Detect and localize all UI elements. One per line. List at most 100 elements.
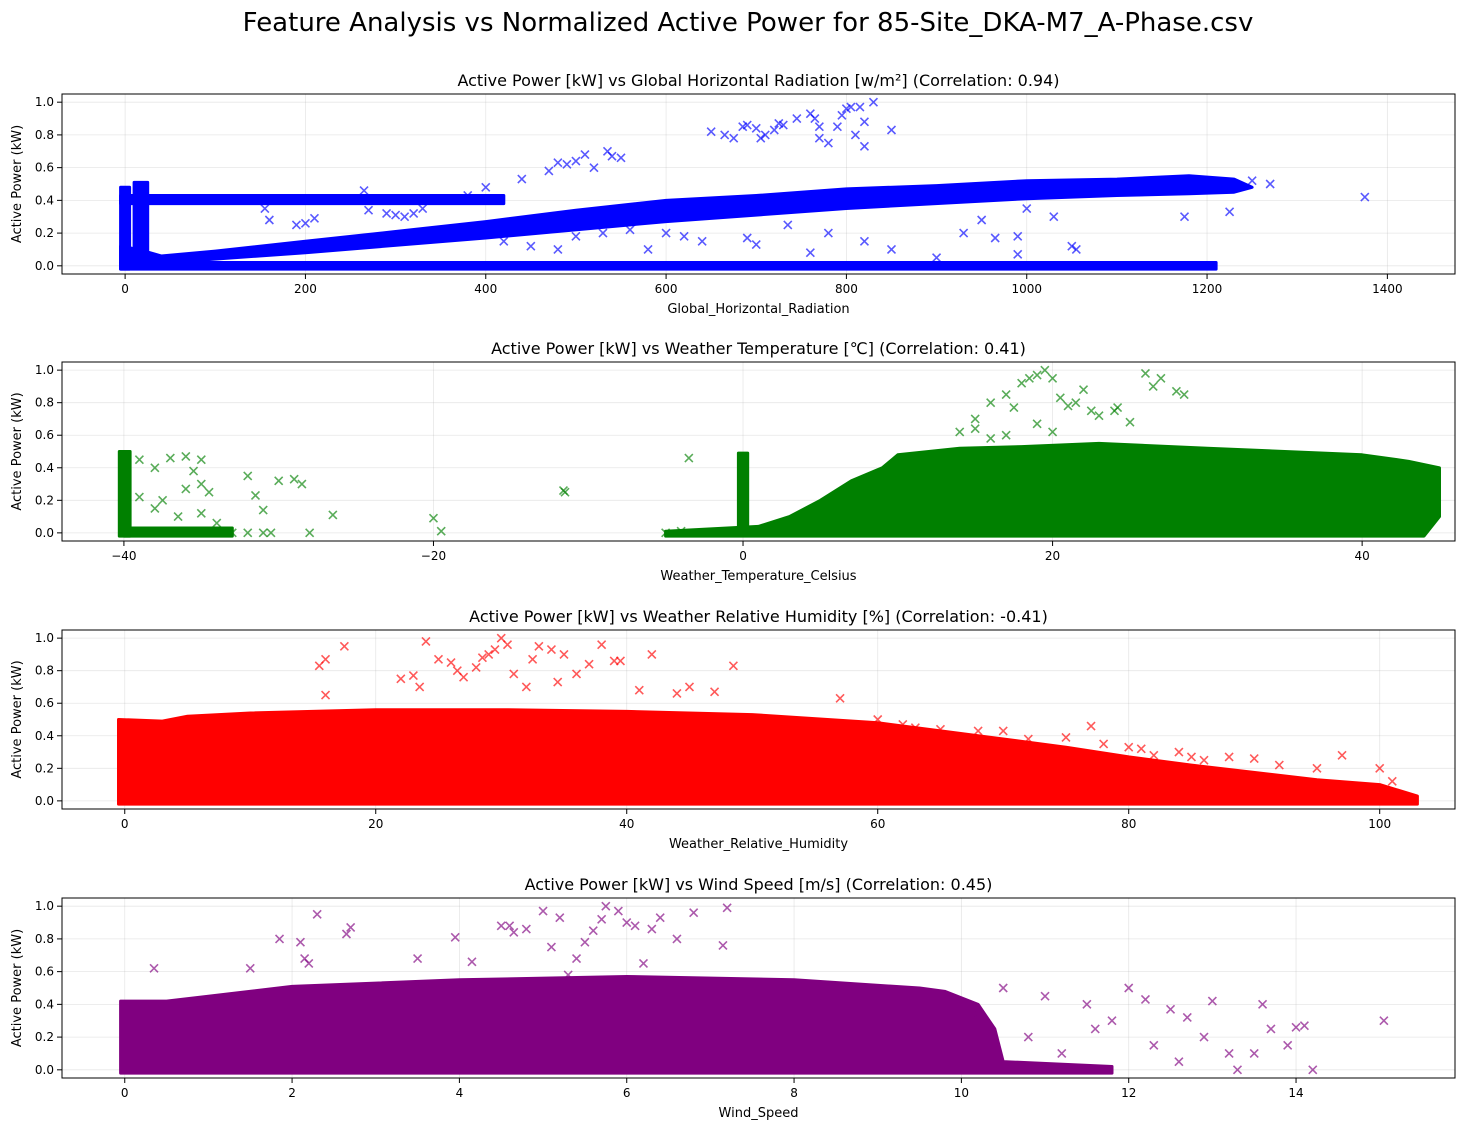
scatter-point — [792, 113, 802, 124]
scatter-point — [528, 654, 538, 664]
scatter-point — [1156, 373, 1166, 383]
scatter-point — [553, 677, 563, 687]
scatter-point — [597, 640, 607, 650]
scatter-band — [122, 526, 234, 538]
scatter-point — [1001, 389, 1011, 400]
scatter-point — [341, 929, 352, 939]
scatter-point — [718, 940, 728, 951]
scatter-point — [1071, 244, 1081, 255]
scatter-point — [684, 453, 694, 463]
scatter-point — [1379, 1016, 1389, 1026]
scatter-point — [814, 122, 824, 132]
scatter-point — [196, 455, 206, 465]
scatter-point — [415, 682, 425, 692]
scatter-point — [873, 714, 883, 725]
scatter-point — [1113, 402, 1123, 413]
scatter-point — [973, 726, 983, 736]
scatter-point — [1049, 212, 1059, 222]
y-tick-label: 0.0 — [35, 259, 54, 273]
scatter-band — [132, 180, 150, 260]
y-tick-label: 0.4 — [35, 997, 54, 1011]
scatter-point — [1148, 381, 1158, 391]
scatter-point — [295, 937, 306, 947]
subplot-2: −40 −20 0 20 40 0.0 0.2 0.4 0.6 0.8 1.0 Active Powe… — [10, 339, 1456, 584]
x-axis-label: Global_Horizontal_Radiation — [667, 302, 849, 317]
scatter-point — [509, 669, 519, 679]
scatter-point — [622, 917, 632, 928]
scatter-point — [597, 914, 607, 924]
x-tick-label: 1200 — [1192, 282, 1223, 296]
y-tick-label: 1.0 — [35, 631, 54, 645]
scatter-point — [260, 203, 270, 214]
subplot-title: Active Power [kW] vs Weather Relative Hu… — [469, 607, 1048, 626]
x-tick-label: 6 — [623, 1086, 631, 1100]
scatter-point — [1140, 994, 1151, 1005]
scatter-point — [1067, 241, 1077, 251]
scatter-point — [521, 682, 531, 692]
scatter-point — [181, 451, 191, 461]
scatter-point — [289, 474, 299, 484]
scatter-point — [710, 687, 720, 697]
scatter-point — [1023, 734, 1033, 744]
scatter-band — [119, 185, 132, 271]
scatter-point — [481, 182, 491, 192]
scatter-point — [1022, 203, 1032, 214]
scatter-point — [1274, 760, 1284, 770]
scatter-point — [722, 903, 732, 913]
scatter-point — [1265, 179, 1275, 189]
scatter-point — [1071, 398, 1081, 408]
scatter-point — [526, 241, 536, 251]
scatter-point — [1182, 1012, 1192, 1023]
scatter-point — [304, 958, 314, 969]
y-tick-label: 0.8 — [35, 664, 54, 678]
x-tick-label: 100 — [1368, 817, 1391, 831]
x-tick-label: 0 — [121, 282, 129, 296]
scatter-point — [328, 510, 338, 520]
scatter-point — [1207, 996, 1217, 1006]
scatter-point — [607, 151, 617, 161]
scatter-point — [1125, 417, 1135, 427]
scatter-point — [571, 231, 581, 241]
scatter-point — [601, 901, 611, 911]
scatter-point — [832, 122, 842, 132]
scatter-point — [1013, 231, 1023, 241]
scatter-point — [336, 195, 347, 205]
scatter-point — [309, 213, 320, 223]
scatter-point — [1040, 991, 1050, 1001]
y-tick-label: 0.4 — [35, 461, 54, 475]
scatter-point — [655, 913, 665, 923]
scatter-band — [119, 975, 1114, 1075]
scatter-point — [1099, 739, 1109, 749]
scatter-point — [769, 125, 779, 135]
y-tick-label: 0.6 — [35, 965, 54, 979]
subplot-title: Active Power [kW] vs Weather Temperature… — [491, 339, 1026, 358]
scatter-point — [446, 657, 456, 668]
scatter-point — [859, 117, 870, 127]
scatter-band — [119, 194, 506, 206]
scatter-point — [499, 236, 509, 246]
scatter-point — [517, 174, 527, 184]
scatter-point — [672, 934, 682, 944]
x-tick-label: 10 — [954, 1086, 969, 1100]
scatter-point — [1032, 419, 1042, 429]
scatter-point — [1001, 430, 1011, 440]
y-tick-label: 0.8 — [35, 396, 54, 410]
scatter-point — [274, 934, 285, 944]
y-tick-label: 0.0 — [35, 526, 54, 540]
x-tick-label: 400 — [474, 282, 497, 296]
scatter-point — [421, 636, 431, 646]
scatter-point — [181, 484, 191, 494]
y-tick-label: 0.4 — [35, 729, 54, 743]
scatter-point — [598, 228, 608, 238]
scatter-point — [320, 690, 331, 700]
y-axis-label: Active Power (kW) — [10, 660, 25, 778]
scatter-point — [823, 138, 833, 148]
scatter-point — [546, 942, 556, 952]
x-tick-label: 4 — [456, 1086, 464, 1100]
scatter-point — [134, 492, 144, 502]
scatter-point — [1040, 365, 1050, 375]
scatter-point — [490, 644, 500, 655]
scatter-point — [1258, 999, 1268, 1009]
scatter-point — [509, 927, 519, 937]
scatter-point — [571, 953, 582, 964]
